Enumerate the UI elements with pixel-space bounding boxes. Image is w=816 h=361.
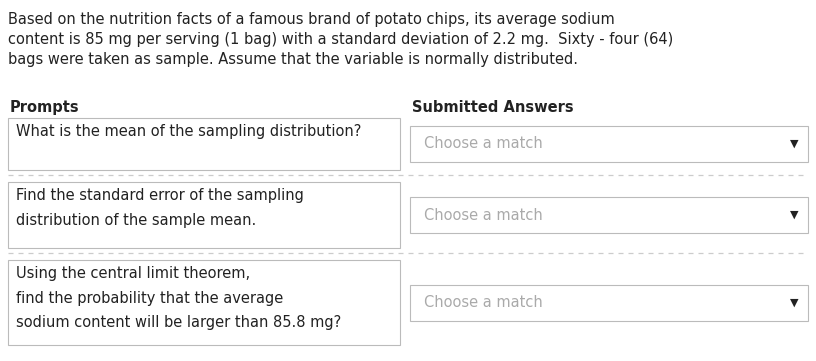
Text: What is the mean of the sampling distribution?: What is the mean of the sampling distrib…	[16, 124, 361, 139]
Bar	[8, 260, 400, 345]
Text: content is 85 mg per serving (1 bag) with a standard deviation of 2.2 mg.  Sixty: content is 85 mg per serving (1 bag) wit…	[8, 32, 673, 47]
Text: Prompts: Prompts	[10, 100, 80, 115]
Bar	[410, 197, 808, 233]
Text: Submitted Answers: Submitted Answers	[412, 100, 574, 115]
Bar	[8, 182, 400, 248]
Bar	[8, 118, 400, 170]
Text: Based on the nutrition facts of a famous brand of potato chips, its average sodi: Based on the nutrition facts of a famous…	[8, 12, 614, 27]
Text: Choose a match: Choose a match	[424, 208, 543, 222]
Text: Choose a match: Choose a match	[424, 295, 543, 310]
Text: bags were taken as sample. Assume that the variable is normally distributed.: bags were taken as sample. Assume that t…	[8, 52, 578, 67]
Bar	[410, 284, 808, 321]
Text: Choose a match: Choose a match	[424, 136, 543, 152]
Text: ▼: ▼	[790, 297, 798, 308]
Bar	[410, 126, 808, 162]
Text: ▼: ▼	[790, 139, 798, 149]
Text: ▼: ▼	[790, 210, 798, 220]
Text: Find the standard error of the sampling
distribution of the sample mean.: Find the standard error of the sampling …	[16, 188, 304, 227]
Text: Using the central limit theorem,
find the probability that the average
sodium co: Using the central limit theorem, find th…	[16, 266, 341, 330]
